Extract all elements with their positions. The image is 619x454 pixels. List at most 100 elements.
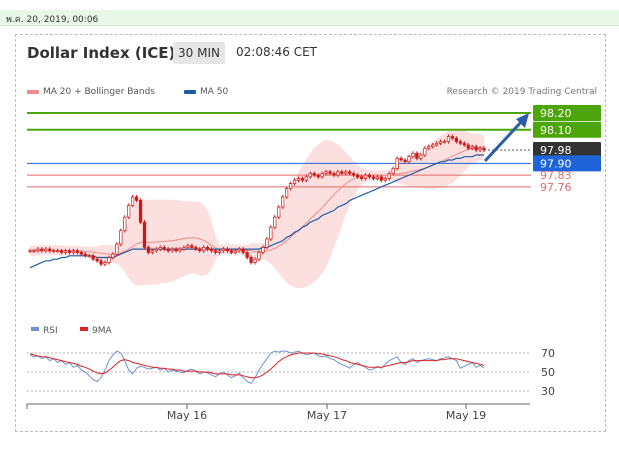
- candle: [150, 250, 155, 253]
- time-label-1: May 17: [307, 409, 347, 422]
- candle: [194, 247, 198, 250]
- candle: [281, 196, 285, 208]
- chart-title: Dollar Index (ICE): [27, 44, 176, 62]
- level-label-97.98: 97.98: [540, 144, 572, 157]
- candle: [166, 248, 170, 252]
- legend-ma50: MA 50: [184, 87, 228, 97]
- ma20-swatch: [27, 89, 39, 94]
- candle: [379, 176, 384, 181]
- candle: [48, 248, 52, 252]
- candle: [32, 250, 36, 253]
- candle: [277, 206, 281, 218]
- legend-ma20: MA 20 + Bollinger Bands: [27, 87, 155, 97]
- rsi-tick-50: 50: [541, 366, 555, 379]
- candle: [123, 216, 127, 231]
- candle: [186, 245, 190, 248]
- candle: [115, 243, 119, 255]
- candle: [478, 147, 482, 151]
- candle: [154, 248, 158, 252]
- candle: [316, 174, 320, 178]
- candle: [107, 257, 111, 263]
- candle: [130, 196, 135, 206]
- candle: [403, 159, 407, 163]
- candle: [296, 178, 301, 181]
- chart-panel: [15, 34, 606, 432]
- ma50-line: [29, 154, 484, 269]
- time-label-0: May 16: [167, 409, 207, 422]
- candle: [344, 171, 348, 174]
- candle: [103, 262, 107, 265]
- candle: [363, 174, 368, 179]
- candle: [217, 250, 222, 253]
- rsi-line: [29, 350, 485, 385]
- candle: [336, 171, 340, 176]
- candle: [431, 144, 435, 147]
- target-arrowhead: [516, 113, 529, 128]
- candle: [87, 255, 91, 258]
- candle: [312, 173, 316, 176]
- date-stamp: พ.ค. 20, 2019, 00:06: [6, 15, 99, 25]
- candle: [320, 173, 324, 178]
- bollinger-band: [30, 128, 484, 289]
- level-tag-98.20: [533, 105, 601, 121]
- candle: [202, 247, 206, 252]
- candle: [174, 248, 178, 252]
- level-label-97.83: 97.83: [540, 169, 572, 182]
- candle: [198, 248, 202, 252]
- candle: [146, 247, 151, 253]
- candle: [59, 250, 64, 253]
- candle: [99, 260, 103, 265]
- time-label-2: May 19: [446, 409, 486, 422]
- candle: [300, 178, 305, 181]
- ma9-swatch: [80, 327, 88, 331]
- timeframe-badge[interactable]: 30 MIN: [173, 42, 225, 64]
- candle: [75, 250, 80, 253]
- candle: [209, 248, 214, 252]
- candle: [359, 176, 364, 179]
- candle: [324, 171, 328, 174]
- level-tag-98.10: [533, 121, 601, 138]
- candle: [52, 250, 56, 253]
- candle: [419, 154, 423, 159]
- candle: [44, 248, 48, 252]
- candle: [411, 152, 415, 158]
- candle: [434, 142, 439, 146]
- candle: [375, 176, 380, 179]
- candle: [91, 255, 95, 260]
- candle: [233, 250, 237, 253]
- date-bar: พ.ค. 20, 2019, 00:06: [0, 10, 619, 26]
- candle: [79, 252, 83, 255]
- level-label-98.10: 98.10: [540, 124, 572, 137]
- candle: [221, 248, 226, 252]
- candle: [134, 196, 139, 201]
- candle: [241, 248, 245, 253]
- candle: [391, 168, 395, 174]
- candle: [138, 200, 143, 223]
- candle: [383, 178, 387, 181]
- candle: [28, 250, 32, 253]
- legend-rsi-label: RSI: [43, 326, 58, 336]
- candle: [442, 141, 447, 143]
- candle: [178, 248, 182, 252]
- candle: [458, 141, 462, 144]
- clock-time: 02:08:46 CET: [236, 45, 317, 59]
- candle: [142, 221, 147, 248]
- rsi-9ma-line: [29, 352, 485, 379]
- candle: [482, 147, 486, 151]
- candle: [190, 245, 194, 248]
- candle: [340, 171, 344, 174]
- candle: [399, 158, 403, 161]
- candle: [63, 250, 68, 253]
- candle: [284, 188, 289, 198]
- candle: [407, 156, 411, 163]
- candle: [257, 252, 261, 260]
- candle: [83, 253, 87, 257]
- candle: [158, 247, 162, 250]
- candle: [162, 247, 166, 250]
- candle: [71, 250, 76, 253]
- rsi-tick-70: 70: [541, 347, 555, 360]
- candle: [229, 250, 233, 253]
- candle: [395, 158, 399, 169]
- legend-ma20-label: MA 20 + Bollinger Bands: [43, 87, 155, 97]
